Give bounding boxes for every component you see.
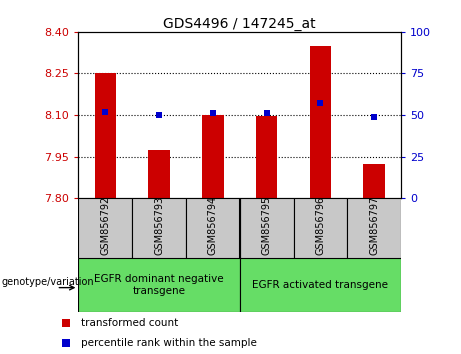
Bar [78, 258, 240, 312]
Bar [294, 198, 347, 258]
Text: EGFR dominant negative
transgene: EGFR dominant negative transgene [94, 274, 224, 296]
Text: GSM856794: GSM856794 [208, 196, 218, 256]
Title: GDS4496 / 147245_at: GDS4496 / 147245_at [163, 17, 316, 31]
Bar [132, 198, 186, 258]
Text: GSM856793: GSM856793 [154, 196, 164, 256]
Bar [186, 198, 240, 258]
Bar [78, 198, 132, 258]
Text: percentile rank within the sample: percentile rank within the sample [81, 338, 257, 348]
Text: transformed count: transformed count [81, 318, 178, 329]
Bar [347, 198, 401, 258]
Bar [202, 115, 224, 198]
Text: GSM856795: GSM856795 [261, 196, 272, 256]
Text: GSM856796: GSM856796 [315, 196, 325, 256]
Bar [256, 116, 278, 198]
Bar [240, 258, 401, 312]
Bar [148, 150, 170, 198]
Text: GSM856792: GSM856792 [100, 196, 110, 256]
Bar [310, 46, 331, 198]
Text: genotype/variation: genotype/variation [1, 277, 94, 287]
Bar [363, 164, 385, 198]
Text: EGFR activated transgene: EGFR activated transgene [252, 280, 389, 290]
Bar [240, 198, 294, 258]
Text: GSM856797: GSM856797 [369, 196, 379, 256]
Bar [95, 74, 116, 198]
